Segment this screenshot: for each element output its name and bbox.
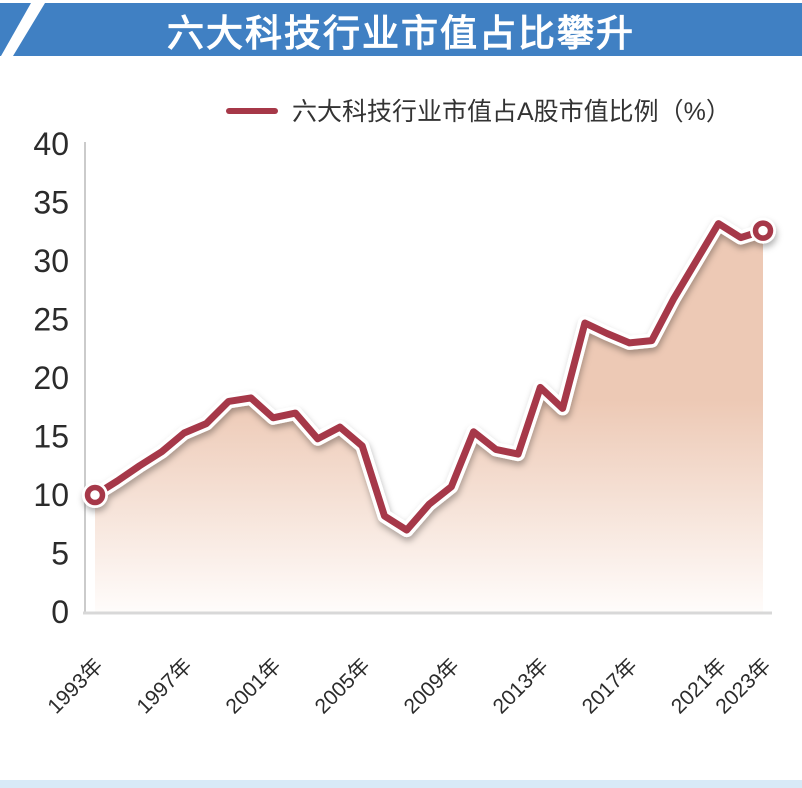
y-tick-label: 40 — [33, 126, 69, 162]
y-tick-label: 15 — [33, 419, 69, 455]
footer-accent-bar — [0, 780, 802, 788]
data-line-group — [82, 216, 776, 538]
x-axis-tick-labels: 1993年 1997年 2001年 2005年 2009年 2013年 2017年 2021年… — [43, 654, 775, 718]
y-tick-label: 5 — [51, 536, 69, 572]
y-tick-label: 20 — [33, 360, 69, 396]
x-tick-label: 1993年 — [43, 654, 107, 718]
x-tick-label: 2009年 — [400, 654, 464, 718]
x-tick-label: 1997年 — [132, 654, 196, 718]
x-tick-label: 2005年 — [311, 654, 375, 718]
title-banner: 六大科技行业市值占比攀升 — [0, 3, 802, 56]
y-tick-label: 0 — [51, 594, 69, 630]
y-tick-label: 35 — [33, 185, 69, 221]
data-line — [91, 220, 767, 534]
y-tick-label: 10 — [33, 477, 69, 513]
last-point-marker — [752, 220, 774, 241]
y-tick-label: 30 — [33, 243, 69, 279]
y-tick-label: 25 — [33, 302, 69, 338]
area-fill — [95, 223, 763, 613]
page-title: 六大科技行业市值占比攀升 — [167, 12, 635, 54]
x-tick-label: 2017年 — [578, 654, 642, 718]
x-tick-label: 2013年 — [489, 654, 553, 718]
banner-background — [13, 3, 802, 56]
legend-label: 六大科技行业市值占A股市值比例（%） — [292, 98, 731, 126]
x-tick-label: 2001年 — [221, 654, 285, 718]
legend-line-swatch — [226, 108, 278, 114]
y-axis-tick-labels: 0 5 10 15 20 25 30 35 40 — [33, 126, 69, 630]
first-point-marker — [84, 484, 106, 506]
chart-legend: 六大科技行业市值占A股市值比例（%） — [226, 92, 731, 128]
